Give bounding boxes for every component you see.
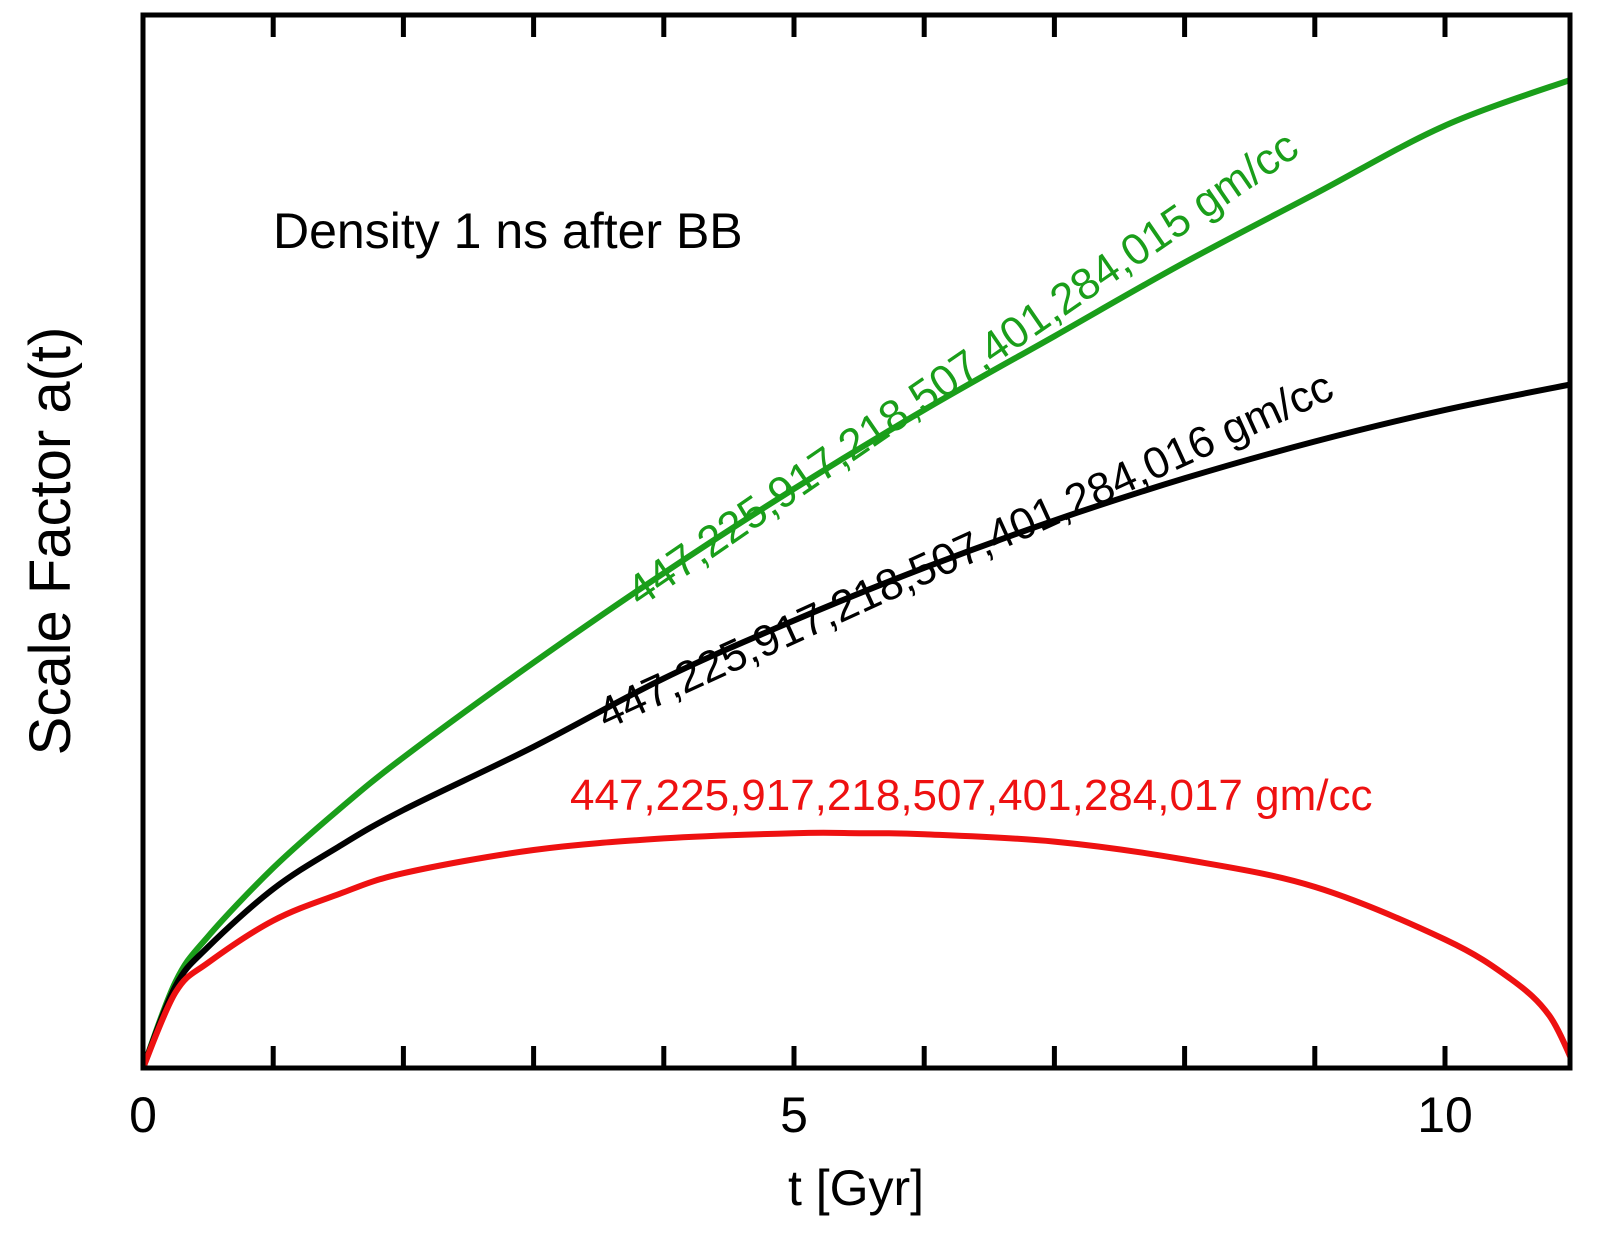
series-line-1 xyxy=(143,381,1570,1068)
y-axis-label: Scale Factor a(t) xyxy=(18,327,83,756)
plot-frame xyxy=(140,12,1573,1071)
series-line-2 xyxy=(143,829,1570,1068)
ticks-layer xyxy=(270,15,1448,1068)
x-tick-label: 10 xyxy=(1417,1087,1473,1143)
series-label-red: 447,225,917,218,507,401,284,017 gm/cc xyxy=(570,771,1372,820)
x-tick-label: 5 xyxy=(780,1087,808,1143)
series-layer xyxy=(143,76,1570,1068)
x-tick-label: 0 xyxy=(129,1087,157,1143)
series-line-0 xyxy=(143,76,1570,1068)
tick-labels-layer: 0 5 10 xyxy=(129,1087,1473,1143)
x-axis-label: t [Gyr] xyxy=(788,1160,924,1216)
annotation-density: Density 1 ns after BB xyxy=(273,203,743,259)
